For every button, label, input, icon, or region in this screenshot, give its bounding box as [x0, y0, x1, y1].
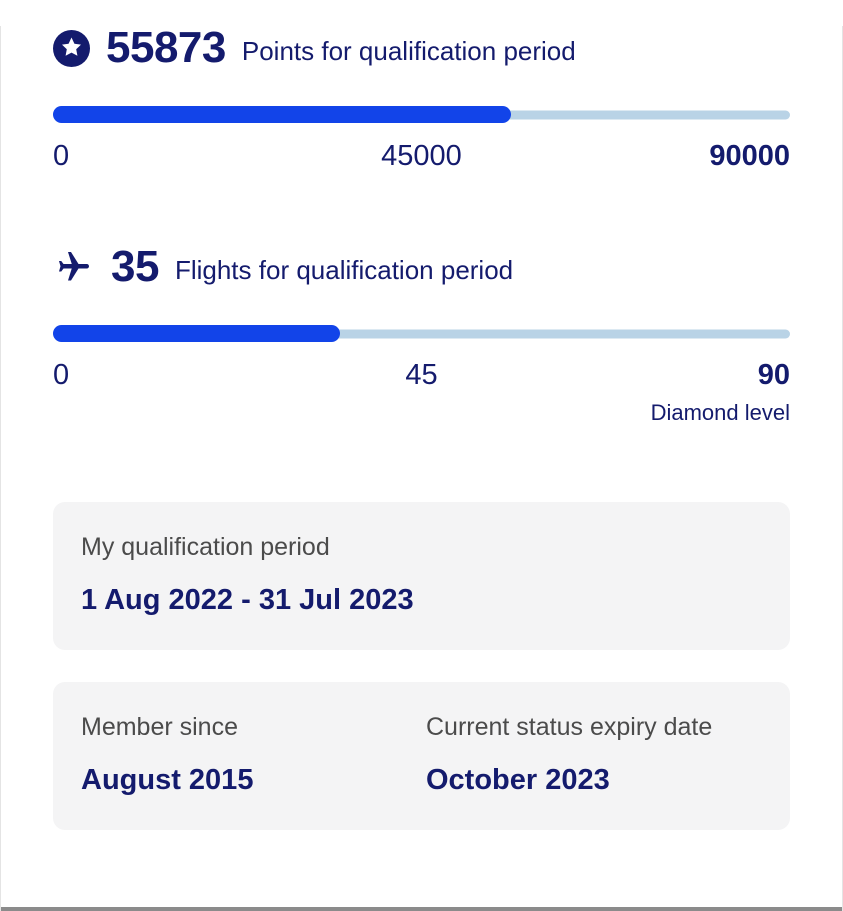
points-scale: 0 45000 90000 [53, 139, 790, 173]
flights-label: Flights for qualification period [174, 255, 514, 285]
points-value: 55873 [106, 23, 226, 72]
status-expiry-value: October 2023 [426, 764, 610, 796]
qualification-period-card: My qualification period 1 Aug 2022 - 31 … [53, 502, 790, 650]
points-metric: 55873 Points for qualification period 0 … [53, 26, 790, 173]
airplane-icon [53, 249, 95, 285]
flights-scale-mid: 45 [405, 359, 438, 391]
points-scale-mid: 45000 [381, 140, 462, 172]
flights-scale-min: 0 [53, 359, 70, 391]
qualification-period-value: 1 Aug 2022 - 31 Jul 2023 [81, 584, 414, 616]
qualification-period-label: My qualification period [81, 533, 330, 561]
loyalty-status-panel: 55873 Points for qualification period 0 … [1, 26, 842, 830]
member-since-label: Member since [81, 713, 238, 741]
points-scale-min: 0 [53, 140, 70, 172]
flights-header: 35 Flights for qualification period [53, 245, 790, 289]
points-scale-max: 90000 [709, 140, 791, 172]
membership-card: Member since August 2015 Current status … [53, 682, 790, 830]
flights-progress-bar [53, 325, 790, 342]
member-since-value: August 2015 [81, 764, 254, 796]
member-since-column: Member since August 2015 [81, 712, 426, 798]
diamond-level-note: Diamond level [650, 400, 790, 425]
flights-scale-max: 90 [757, 359, 791, 391]
status-expiry-label: Current status expiry date [426, 713, 713, 741]
flights-value: 35 [111, 242, 159, 291]
points-progress-fill [53, 106, 511, 123]
points-header: 55873 Points for qualification period [53, 26, 790, 70]
flights-progress-fill [53, 325, 340, 342]
flights-progress-track [53, 329, 790, 338]
star-badge-icon [53, 29, 90, 67]
points-progress-bar [53, 106, 790, 123]
status-expiry-column: Current status expiry date October 2023 [426, 712, 762, 798]
section-divider [1, 907, 842, 911]
flights-scale: 0 45 90 [53, 358, 790, 392]
points-label: Points for qualification period [241, 36, 576, 66]
flights-metric: 35 Flights for qualification period 0 45… [53, 245, 790, 426]
